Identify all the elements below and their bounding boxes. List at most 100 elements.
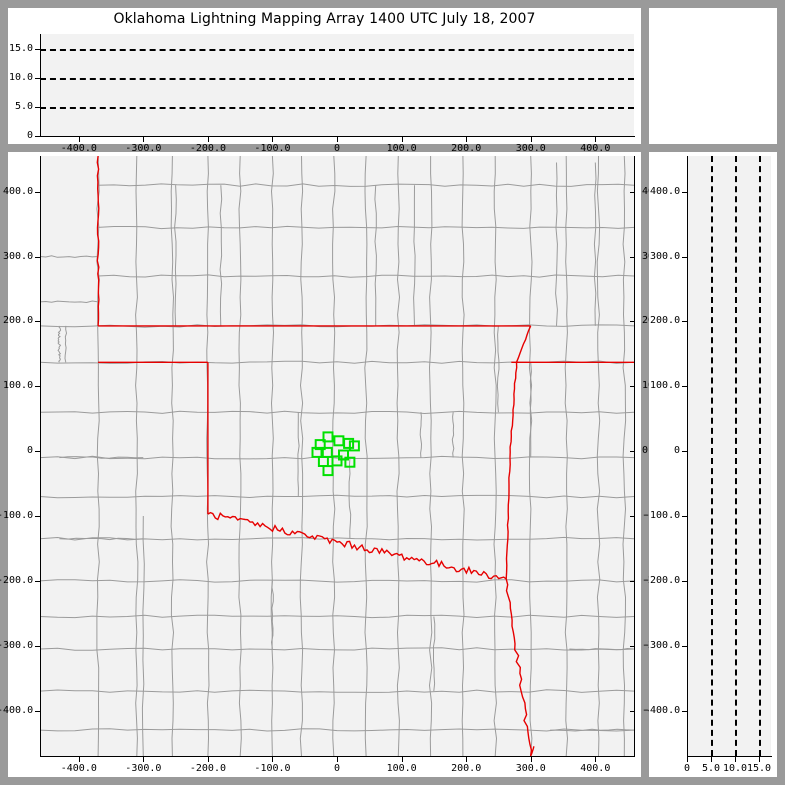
county-line-extra-15 (593, 162, 597, 326)
altitude-vs-north-panel[interactable]: -400.0 -300.0 -200.0 -100.0 0 100.0 200.0 300.0… (644, 152, 777, 777)
county-line-h-3 (40, 324, 634, 328)
x-tick-label: -400.0 (60, 143, 97, 154)
lightning-source-marker[interactable] (314, 439, 326, 451)
x-tick-label: 100.0 (386, 763, 417, 774)
x-tick-label: 100.0 (386, 143, 417, 154)
y-tick-label: 0 (27, 130, 34, 141)
lightning-source-marker[interactable] (333, 435, 345, 447)
y-tick-label: 300.0 (3, 250, 34, 262)
gridline (711, 156, 713, 756)
x-tick-label: 200.0 (451, 763, 482, 774)
county-line-extra-11 (219, 185, 223, 326)
x-tick (711, 757, 712, 762)
map-plot-area[interactable] (40, 156, 634, 756)
lightning-source-markers[interactable] (40, 156, 634, 756)
county-line-extra-13 (413, 185, 416, 326)
y-tick (630, 710, 635, 712)
y-tick (35, 136, 40, 137)
x-tick-label: -300.0 (125, 763, 162, 774)
y-tick (630, 191, 635, 193)
x-tick-label: 0 (334, 143, 341, 154)
y-tick (35, 191, 40, 193)
x-tick (337, 137, 338, 142)
y-tick (35, 516, 40, 517)
gridline (40, 77, 634, 80)
state-border-red-river (207, 511, 507, 580)
lightning-source-marker[interactable] (317, 456, 329, 467)
x-tick (143, 137, 145, 142)
county-line-extra-6 (297, 412, 300, 497)
y-tick (35, 451, 40, 453)
lightning-source-marker[interactable] (348, 440, 360, 452)
y-tick (682, 580, 687, 582)
county-line-v-5 (238, 156, 242, 756)
lightning-source-marker[interactable] (343, 437, 355, 449)
county-line-extra-12 (374, 185, 377, 326)
time-height-panel[interactable]: 0 5.0 10.0 15.0 -400.0 -300.0 -200.0 -100.0 0 10… (8, 30, 641, 154)
county-line-v-4 (206, 156, 210, 756)
map-x-axis (40, 756, 635, 757)
lightning-source-marker[interactable] (338, 449, 349, 461)
county-line-v-15 (564, 156, 569, 756)
state-border-west-panhandle (96, 156, 100, 326)
county-line-h-11 (40, 647, 634, 651)
x-tick (401, 757, 403, 762)
county-line-extra-9 (529, 362, 532, 458)
x-tick-label: 300.0 (515, 763, 546, 774)
county-line-v-13 (493, 156, 498, 756)
county-line-h-12 (40, 689, 634, 693)
x-tick (595, 137, 597, 142)
county-line-h-2 (98, 274, 634, 278)
county-line-v-17 (622, 156, 627, 756)
y-tick-label: 400.0 (650, 185, 681, 197)
county-line-extra-19 (433, 616, 436, 692)
x-tick (735, 757, 736, 762)
y-tick-label: -200.0 (0, 574, 34, 586)
x-tick-label: 15.0 (747, 763, 772, 774)
x-tick (78, 137, 80, 142)
y-tick (35, 77, 40, 79)
gridline (735, 156, 737, 756)
y-tick (35, 48, 40, 50)
gridline (40, 48, 634, 51)
x-tick-label: 0 (334, 763, 341, 774)
county-line-extra-8 (496, 325, 500, 413)
state-border-east-upper (509, 362, 518, 458)
county-line-h-10 (40, 614, 634, 619)
blank-panel (649, 8, 777, 144)
lightning-source-marker[interactable] (311, 446, 323, 458)
state-border-east-lower (505, 457, 511, 579)
plan-view-map-panel[interactable]: -400.0 -300.0 -200.0 -100.0 0 100.0 200.0 300.0… (0, 152, 678, 777)
x-tick (207, 137, 209, 142)
x-tick-label: -100.0 (254, 763, 291, 774)
time-y-axis (40, 34, 41, 137)
county-line-extra-7 (348, 457, 352, 539)
y-tick-label: 400.0 (3, 185, 34, 197)
county-line-h-0 (98, 183, 634, 187)
county-line-v-6 (270, 156, 275, 756)
lightning-source-marker[interactable] (322, 465, 334, 477)
y-tick (630, 580, 635, 582)
lightning-source-marker[interactable] (344, 456, 356, 468)
county-map-graphic (40, 156, 634, 756)
x-tick-label: 10.0 (723, 763, 748, 774)
y-tick (35, 256, 40, 258)
y-tick-label: -400.0 (0, 704, 34, 716)
county-line-extra-4 (419, 412, 423, 458)
y-tick (35, 645, 40, 647)
y-tick (630, 386, 635, 388)
lightning-source-marker[interactable] (322, 431, 334, 443)
time-height-plot-area[interactable] (40, 34, 634, 136)
x-tick-label: 400.0 (580, 143, 611, 154)
altitude-plot-area[interactable] (687, 156, 771, 756)
county-line-h-1 (98, 225, 634, 230)
x-tick (466, 757, 468, 762)
county-line-v-9 (364, 156, 368, 756)
x-tick-label: 0 (684, 763, 691, 774)
x-tick-label: 300.0 (515, 143, 546, 154)
y-tick (630, 321, 635, 323)
county-line-h-13 (40, 728, 634, 732)
lightning-source-marker[interactable] (331, 455, 343, 467)
county-line-h-7 (40, 494, 634, 499)
y-tick (682, 321, 687, 323)
